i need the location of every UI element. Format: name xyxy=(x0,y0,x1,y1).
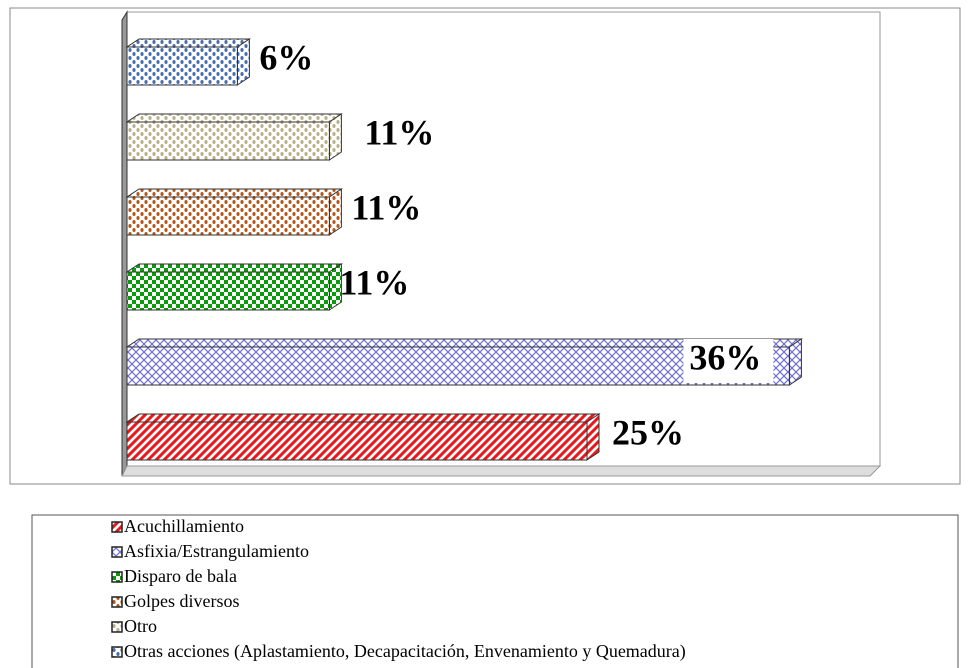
value-label: 11% xyxy=(364,112,434,152)
legend-swatch xyxy=(111,596,123,608)
legend-label: Acuchillamiento xyxy=(124,516,244,536)
bar-top xyxy=(125,263,344,273)
legend-label: Disparo de bala xyxy=(124,566,237,586)
value-label: 6% xyxy=(259,37,313,77)
legend-label: Otras acciones (Aplastamiento, Decapacit… xyxy=(124,641,686,662)
bar-side xyxy=(236,38,250,86)
value-label: 11% xyxy=(351,187,421,227)
label-bg xyxy=(683,339,774,383)
legend-label: Golpes diversos xyxy=(124,591,240,611)
value-label: 11% xyxy=(339,262,409,302)
bar-side xyxy=(586,413,600,461)
value-label: 25% xyxy=(612,412,684,452)
bar-side xyxy=(328,188,342,236)
bar-top xyxy=(125,38,252,48)
bar xyxy=(126,271,330,311)
bar-top xyxy=(125,413,601,423)
legend-swatch xyxy=(111,646,123,658)
legend-label: Asfixia/Estrangulamiento xyxy=(124,541,309,561)
legend-box xyxy=(31,514,959,668)
legend-swatch xyxy=(111,571,123,583)
bar xyxy=(126,196,330,236)
bar xyxy=(126,346,790,386)
bar xyxy=(126,421,588,461)
floor xyxy=(121,465,882,477)
legend-label: Otro xyxy=(124,616,157,636)
side-wall xyxy=(121,10,128,477)
bar-top xyxy=(125,113,344,123)
bar xyxy=(126,121,330,161)
legend-swatch xyxy=(111,546,123,558)
bar-top xyxy=(125,188,344,198)
value-label: 36% xyxy=(689,337,761,377)
legend-swatch xyxy=(111,621,123,633)
bar-side xyxy=(788,338,802,386)
legend-swatch xyxy=(111,521,123,533)
bar-side xyxy=(328,113,342,161)
bar xyxy=(126,46,238,86)
